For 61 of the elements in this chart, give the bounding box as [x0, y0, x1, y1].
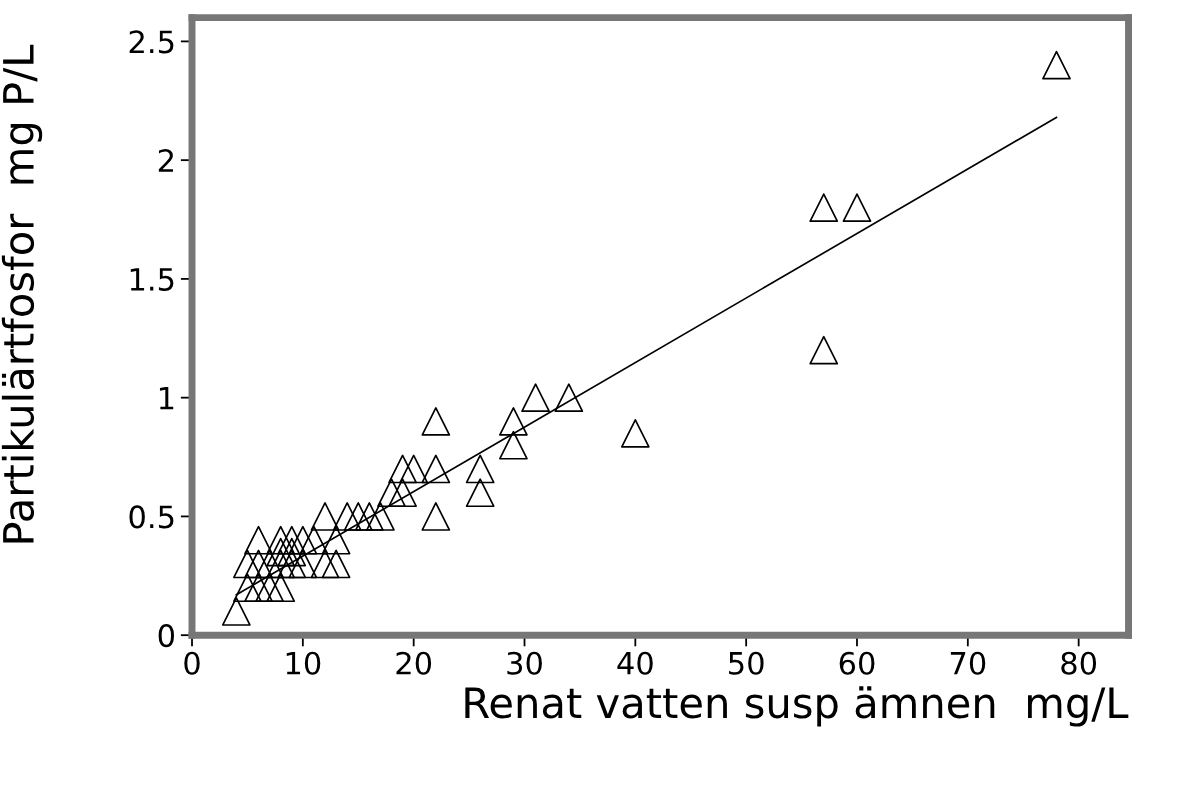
point: [399, 454, 429, 484]
point: [277, 525, 307, 555]
point: [321, 525, 351, 555]
point: [465, 454, 495, 484]
point: [809, 193, 839, 223]
y-tick-label: 0.5: [129, 505, 174, 529]
point: [288, 549, 318, 579]
point: [421, 502, 451, 531]
point: [620, 418, 650, 448]
point: [310, 549, 340, 579]
point: [255, 573, 284, 603]
point: [465, 478, 495, 508]
point: [377, 478, 406, 508]
point: [244, 549, 273, 579]
point: [244, 573, 273, 603]
point: [233, 573, 262, 603]
point: [266, 573, 296, 603]
x-tick-label: 10: [286, 651, 321, 675]
point: [266, 537, 296, 567]
point: [842, 193, 872, 223]
point: [266, 525, 296, 555]
point: [277, 549, 307, 579]
point: [277, 537, 307, 567]
x-tick-label: 50: [729, 651, 764, 675]
x-tick-label: 40: [617, 651, 653, 675]
point: [421, 454, 451, 484]
point: [332, 502, 362, 531]
x-axis-title: Renat vatten susp ämnen mg/L: [465, 686, 1129, 727]
point: [221, 597, 251, 626]
x-tick-label: 20: [396, 651, 432, 675]
point: [266, 549, 296, 579]
y-tick-label: 1.5: [130, 268, 174, 291]
x-tick-label: 30: [507, 651, 542, 675]
point: [244, 525, 273, 555]
y-tick-label: 0: [158, 624, 175, 648]
point: [288, 525, 318, 555]
point: [321, 549, 351, 579]
x-tick-label: 80: [1061, 651, 1097, 675]
point: [388, 478, 417, 508]
point: [255, 549, 284, 579]
x-tick-label: 60: [839, 651, 875, 675]
y-tick-label: 2: [158, 149, 173, 172]
y-tick-label: 1: [159, 387, 174, 410]
point: [1042, 50, 1071, 80]
point: [233, 549, 262, 579]
point: [421, 407, 451, 436]
point: [809, 335, 839, 365]
point: [499, 407, 528, 436]
point: [310, 502, 340, 531]
x-tick-label: 0: [184, 651, 200, 675]
point: [499, 430, 528, 460]
point: [521, 383, 550, 413]
point: [343, 502, 373, 531]
x-tick-label: 70: [950, 651, 986, 675]
y-axis-title: Partikulärtfosfor mg P/L: [1, 44, 43, 543]
point: [354, 502, 384, 531]
point: [366, 502, 395, 531]
point: [388, 454, 417, 484]
point: [299, 525, 329, 555]
y-tick-label: 2.5: [129, 30, 174, 54]
point: [554, 383, 584, 413]
